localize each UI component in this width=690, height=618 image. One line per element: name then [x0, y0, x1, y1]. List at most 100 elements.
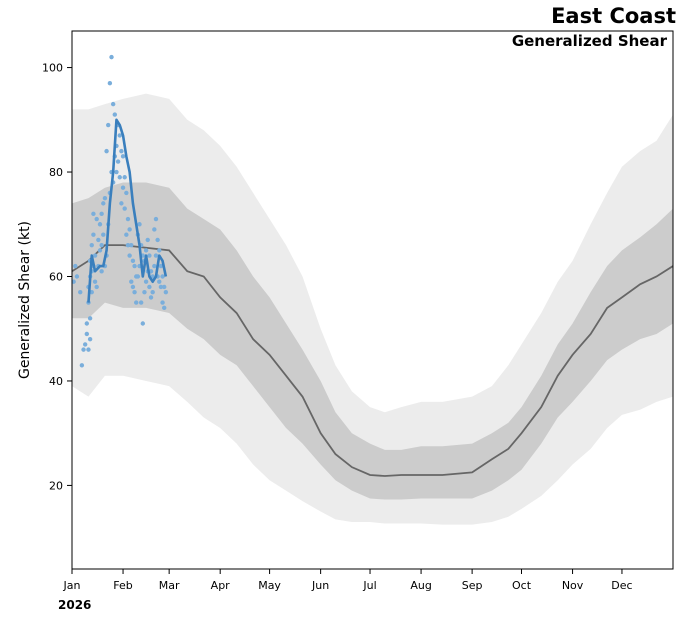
ensemble-point — [158, 284, 164, 290]
ensemble-point — [107, 81, 113, 86]
ensemble-point — [109, 54, 114, 60]
ensemble-point — [134, 300, 139, 305]
ensemble-point — [129, 279, 134, 284]
ensemble-point — [157, 279, 162, 284]
ensemble-point — [84, 321, 90, 326]
ensemble-point — [82, 342, 88, 347]
y-tick-label: 80 — [49, 166, 63, 179]
ensemble-point — [114, 169, 119, 175]
ensemble-point — [129, 242, 134, 248]
ensemble-point — [147, 284, 152, 290]
axes: 20 40 60 80 100 Jan Feb Mar Apr May Jun Jul Aug Sep Oc… — [42, 30, 674, 592]
ensemble-point — [145, 237, 150, 243]
ensemble-point — [127, 253, 132, 258]
ensemble-point — [153, 253, 159, 258]
x-tick-label: Feb — [113, 579, 132, 592]
ensemble-point — [130, 258, 136, 264]
ensemble-point — [119, 148, 124, 154]
y-tick-label: 100 — [42, 62, 63, 75]
ensemble-point — [101, 232, 106, 237]
ensemble-point — [99, 211, 104, 217]
ensemble-point — [87, 336, 93, 342]
ensemble-point — [87, 316, 93, 321]
ensemble-point — [153, 216, 159, 222]
chart-subtitle: Generalized Shear — [511, 32, 667, 50]
ensemble-point — [132, 263, 137, 269]
climatology-mean-line — [72, 244, 673, 477]
ensemble-point — [140, 321, 146, 326]
forecast-line — [87, 118, 168, 303]
x-tick-label: Sep — [462, 579, 483, 592]
x-tick-label: Mar — [159, 579, 180, 592]
ensemble-point — [163, 289, 169, 295]
y-tick-label: 20 — [49, 479, 63, 492]
ensemble-point — [124, 190, 129, 196]
ensemble-point — [91, 211, 96, 217]
ensemble-point — [112, 112, 118, 117]
ensemble-point — [137, 222, 142, 227]
ensemble-point — [152, 227, 157, 232]
ensemble-point — [120, 185, 126, 190]
ensemble-point — [155, 237, 160, 243]
ensemble-point — [120, 154, 126, 159]
ensemble-point — [81, 347, 86, 352]
ensemble-point — [78, 289, 83, 295]
x-tick-label: Nov — [562, 579, 584, 592]
ensemble-point — [142, 289, 147, 295]
ensemble-point — [117, 133, 122, 138]
ensemble-point — [148, 295, 154, 300]
ensemble-point — [96, 237, 101, 243]
ensemble-point — [119, 201, 124, 206]
ensemble-point — [99, 242, 104, 248]
ensemble-point — [132, 289, 137, 295]
ensemble-point — [84, 331, 90, 337]
ensemble-point — [117, 175, 122, 180]
ensemble-point — [127, 227, 132, 232]
ensemble-point — [74, 274, 80, 279]
ensemble-point — [102, 195, 108, 201]
ensemble-point — [143, 279, 149, 284]
plot-frame — [71, 30, 674, 570]
ensemble-point — [124, 232, 129, 237]
ensemble-point — [94, 216, 99, 222]
ensemble-point — [160, 274, 165, 279]
inner-percentile-band — [72, 182, 673, 500]
ensemble-point — [79, 363, 85, 368]
ensemble-point — [162, 305, 167, 311]
ensemble-point — [150, 289, 155, 295]
x-tick-label: Jun — [311, 579, 329, 592]
ensemble-point — [91, 232, 96, 237]
x-tick-label: Jan — [63, 579, 81, 592]
x-tick-label: Oct — [512, 579, 532, 592]
ensemble-point — [160, 300, 165, 305]
ensemble-point — [106, 122, 111, 128]
ensemble-point — [152, 263, 157, 269]
ensemble-point — [130, 284, 136, 290]
x-tick-label: Aug — [410, 579, 431, 592]
ensemble-point — [122, 175, 127, 180]
ensemble-point — [157, 248, 162, 253]
ensemble-point — [99, 269, 104, 274]
y-tick-label: 60 — [49, 270, 63, 283]
ensemble-point — [122, 206, 127, 211]
year-label: 2026 — [58, 598, 92, 612]
ensemble-point — [143, 248, 149, 253]
ensemble-point — [147, 253, 152, 258]
ensemble-point — [86, 347, 91, 352]
ensemble-point — [125, 216, 131, 222]
y-axis-label: Generalized Shear (kt) — [17, 220, 33, 380]
ensemble-point — [89, 242, 94, 248]
ensemble-point — [101, 201, 106, 206]
ensemble-point — [104, 148, 109, 154]
x-tick-label: Dec — [611, 579, 632, 592]
ensemble-point — [115, 159, 121, 164]
ensemble-point — [162, 284, 167, 290]
x-tick-label: May — [258, 579, 281, 592]
ensemble-point — [72, 279, 76, 284]
y-tick-label: 40 — [49, 375, 63, 388]
plot-area — [72, 54, 673, 525]
ensemble-point — [92, 253, 98, 258]
ensemble-point — [158, 263, 164, 269]
x-tick-label: Jul — [362, 579, 376, 592]
